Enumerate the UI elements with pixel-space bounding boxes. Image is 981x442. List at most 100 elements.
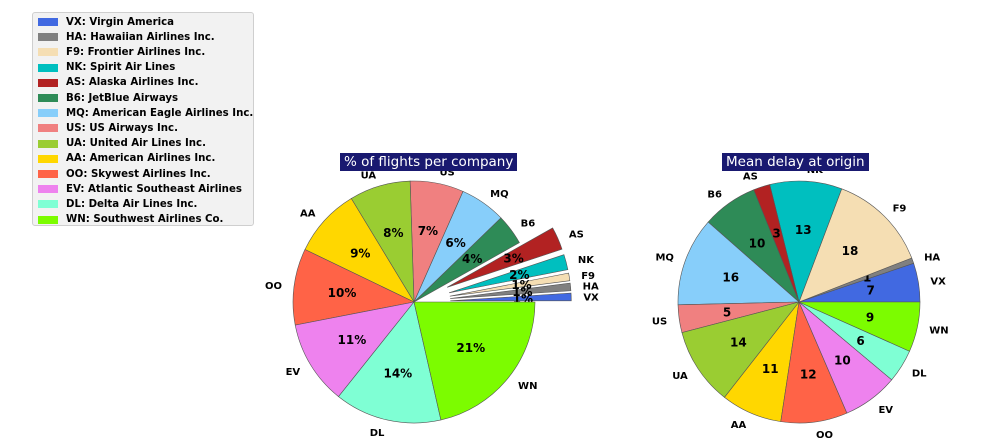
slice-value-label: 10: [749, 236, 766, 250]
slice-category-label: AA: [300, 209, 316, 220]
slice-category-label: VX: [583, 293, 599, 304]
slice-category-label: HA: [924, 252, 940, 263]
slice-category-label: F9: [581, 271, 595, 282]
pie-slice-wn: [798, 301, 921, 352]
legend-item-b6: B6: JetBlue Airways: [38, 91, 178, 105]
pie-slice-oo: [292, 249, 415, 326]
legend-item-us: US: US Airways Inc.: [38, 121, 178, 135]
legend-swatch: [38, 124, 58, 133]
slice-value-label: 14: [730, 335, 747, 349]
legend-label: F9: Frontier Airlines Inc.: [66, 46, 206, 58]
slice-category-label: AA: [731, 420, 747, 431]
legend-swatch: [38, 63, 58, 72]
slice-value-label: 3%: [503, 251, 523, 265]
slice-value-label: 10: [834, 354, 851, 368]
legend-item-dl: DL: Delta Air Lines Inc.: [38, 197, 197, 211]
slice-value-label: 8%: [383, 226, 403, 240]
legend-item-ev: EV: Atlantic Southeast Airlines: [38, 182, 242, 196]
pie-slice-as: [447, 227, 563, 288]
slice-category-label: AS: [743, 171, 758, 182]
slice-value-label: 6%: [445, 236, 465, 250]
legend-item-mq: MQ: American Eagle Airlines Inc.: [38, 106, 253, 120]
slice-value-label: 18: [842, 244, 859, 258]
slice-category-label: OO: [816, 430, 833, 441]
slice-value-label: 12: [800, 368, 817, 382]
slice-value-label: 14%: [383, 366, 412, 380]
pie-slice-vx: [450, 292, 572, 302]
slice-value-label: 7%: [418, 224, 438, 238]
slice-category-label: WN: [518, 381, 537, 392]
legend-label: VX: Virgin America: [66, 16, 175, 28]
slice-value-label: 1%: [511, 278, 531, 292]
legend-swatch: [38, 170, 58, 178]
legend-swatch: [38, 200, 58, 209]
legend-label: WN: Southwest Airlines Co.: [66, 214, 224, 226]
pie-slice-f9: [449, 272, 571, 297]
legend-item-ua: UA: United Air Lines Inc.: [38, 137, 206, 151]
legend-item-wn: WN: Southwest Airlines Co.: [38, 213, 223, 227]
legend-swatch: [38, 48, 58, 57]
pie-slice-ev: [294, 301, 415, 398]
slice-category-label: VX: [930, 276, 946, 287]
slice-category-label: DL: [912, 369, 927, 380]
slice-value-label: 9%: [350, 247, 370, 261]
legend-swatch: [38, 78, 58, 87]
legend-item-aa: AA: American Airlines Inc.: [38, 152, 215, 166]
pie-slice-f9: [798, 188, 913, 303]
slice-category-label: UA: [361, 170, 377, 181]
legend-item-oo: OO: Skywest Airlines Inc.: [38, 167, 211, 181]
legend-item-f9: F9: Frontier Airlines Inc.: [38, 45, 205, 59]
slice-value-label: 6: [856, 334, 864, 348]
slice-category-label: WN: [929, 326, 948, 337]
legend-label: DL: Delta Air Lines Inc.: [66, 198, 198, 210]
slice-value-label: 1: [863, 271, 871, 285]
pie-slice-dl: [338, 301, 442, 424]
legend-label: AA: American Airlines Inc.: [66, 153, 216, 165]
slice-value-label: 10%: [328, 286, 357, 300]
legend-swatch: [38, 215, 58, 224]
legend-swatch: [38, 154, 58, 163]
slice-category-label: HA: [583, 282, 599, 293]
pie-slice-ua: [681, 301, 800, 398]
legend-swatch: [38, 94, 58, 102]
pie-slice-nk: [449, 254, 569, 294]
legend-label: UA: United Air Lines Inc.: [66, 138, 206, 150]
pie-title-flights: % of flights per company: [340, 153, 518, 171]
legend-item-ha: HA: Hawaiian Airlines Inc.: [38, 30, 215, 44]
legend-swatch: [38, 139, 58, 148]
slice-value-label: 2%: [509, 268, 529, 282]
slice-category-label: DL: [370, 428, 385, 439]
slice-value-label: 5: [723, 306, 731, 320]
slice-category-label: F9: [893, 203, 907, 214]
slice-category-label: US: [652, 317, 667, 328]
legend-item-vx: VX: Virgin America: [38, 15, 174, 29]
slice-value-label: 1%: [512, 285, 532, 299]
legend-label: OO: Skywest Airlines Inc.: [66, 168, 211, 180]
slice-category-label: US: [439, 167, 454, 178]
legend-label: AS: Alaska Airlines Inc.: [66, 77, 199, 89]
pie-slice-ha: [450, 282, 572, 299]
slice-value-label: 3: [772, 226, 780, 240]
slice-category-label: AS: [569, 229, 584, 240]
slice-value-label: 11: [762, 362, 779, 376]
slice-category-label: OO: [265, 281, 282, 292]
slice-value-label: 7: [866, 284, 874, 298]
pie-slice-wn: [413, 301, 536, 421]
legend-label: HA: Hawaiian Airlines Inc.: [66, 31, 215, 43]
slice-category-label: NK: [578, 255, 595, 266]
legend-label: B6: JetBlue Airways: [66, 92, 179, 104]
slice-value-label: 21%: [456, 341, 485, 355]
legend-label: NK: Spirit Air Lines: [66, 62, 176, 74]
legend: VX: Virgin America HA: Hawaiian Airlines …: [32, 12, 254, 226]
legend-label: EV: Atlantic Southeast Airlines: [66, 183, 242, 195]
slice-value-label: 11%: [338, 333, 367, 347]
slice-value-label: 16: [722, 271, 739, 285]
slice-category-label: B6: [521, 218, 536, 229]
legend-item-as: AS: Alaska Airlines Inc.: [38, 76, 198, 90]
slice-category-label: MQ: [490, 189, 508, 200]
pie-title-delay: Mean delay at origin: [722, 153, 869, 171]
legend-label: US: US Airways Inc.: [66, 122, 178, 134]
pie-slice-mq: [677, 221, 800, 306]
legend-label: MQ: American Eagle Airlines Inc.: [66, 107, 254, 119]
